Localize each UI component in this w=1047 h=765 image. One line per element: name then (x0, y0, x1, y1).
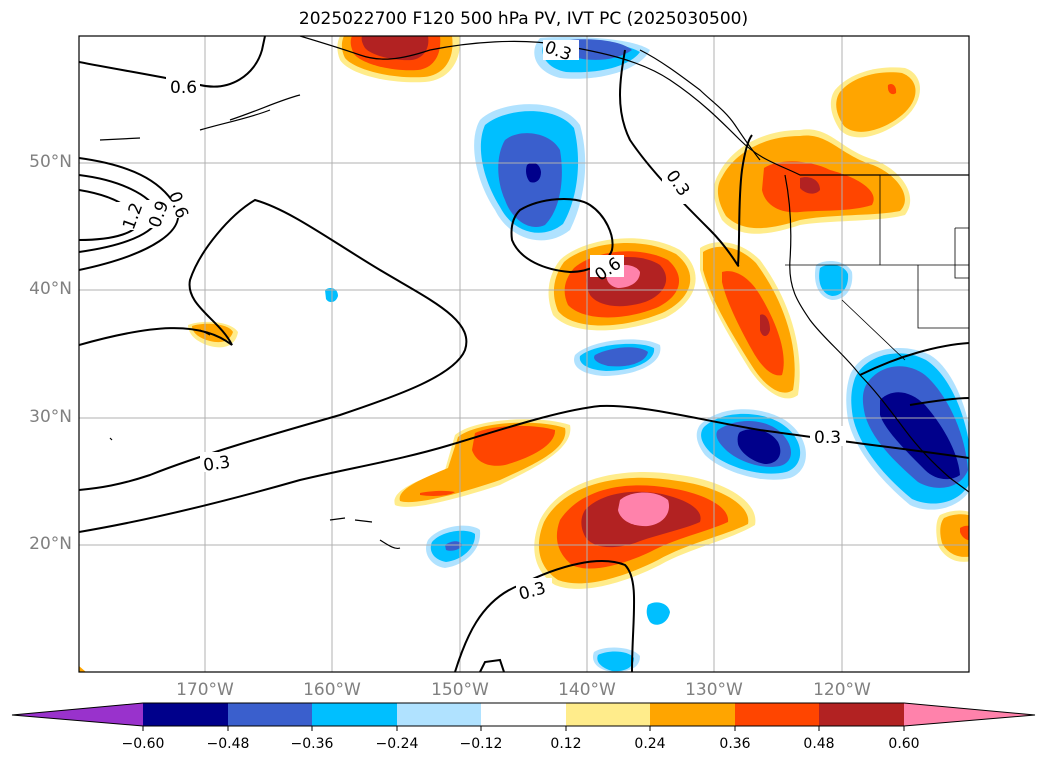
colorbar-tick-label: 0.60 (888, 736, 920, 752)
colorbar-extend-max (904, 703, 1035, 726)
colorbar-segment (819, 703, 904, 726)
latitude-label: 30°N (29, 407, 72, 427)
latitude-label: 40°N (29, 279, 72, 299)
contour-label: 0.3 (814, 428, 841, 448)
colorbar-tick-label: 0.48 (803, 736, 835, 752)
colorbar-segment (312, 703, 397, 726)
colorbar-tick-label: −0.24 (375, 736, 419, 752)
contour-label: 0.6 (170, 78, 197, 98)
colorbar-tick-label: −0.36 (290, 736, 334, 752)
plot-title: 2025022700 F120 500 hPa PV, IVT PC (2025… (298, 9, 749, 29)
longitude-label: 170°W (176, 680, 234, 700)
colorbar-segment (143, 703, 228, 726)
longitude-label: 140°W (558, 680, 616, 700)
colorbar-segment (566, 703, 650, 726)
graticule (79, 36, 969, 672)
colorbar-extend-min (12, 703, 143, 726)
contour-0.3-subtropical (79, 404, 969, 533)
latitude-label: 20°N (29, 534, 72, 554)
contour-0.3-south (454, 560, 636, 672)
colorbar-segment (481, 703, 566, 726)
longitude-label: 150°W (431, 680, 489, 700)
map-frame (78, 35, 970, 673)
colorbar-segment (735, 703, 819, 726)
colorbar-segment (228, 703, 312, 726)
coastlines (99, 36, 969, 550)
contour-label: 0.3 (202, 452, 232, 476)
latitude-label: 50°N (29, 152, 72, 172)
colorbar-tick-label: 0.36 (719, 736, 751, 752)
longitude-label: 160°W (303, 680, 361, 700)
state-borders (785, 175, 969, 361)
colorbar-tick-label: −0.12 (459, 736, 503, 752)
longitude-label: 120°W (813, 680, 871, 700)
contour-0.3-central (79, 198, 468, 491)
colorbar-segment (650, 703, 735, 726)
contour-0.3-trough (619, 49, 753, 267)
colorbar-tick-label: 0.12 (550, 736, 582, 752)
colorbar-tick-label: −0.60 (121, 736, 165, 752)
colorbar-segment (397, 703, 481, 726)
colorbar-tick-label: 0.24 (634, 736, 666, 752)
colorbar-tick-label: −0.48 (206, 736, 250, 752)
contour-labels: 0.6 0.3 1.2 0.9 0.6 0.3 0.6 0.3 0.3 0.3 (116, 37, 846, 605)
pv-positive-anomalies (79, 36, 969, 672)
colorbar (11, 702, 1036, 731)
west-coast-coastline (784, 174, 969, 493)
longitude-label: 130°W (685, 680, 743, 700)
